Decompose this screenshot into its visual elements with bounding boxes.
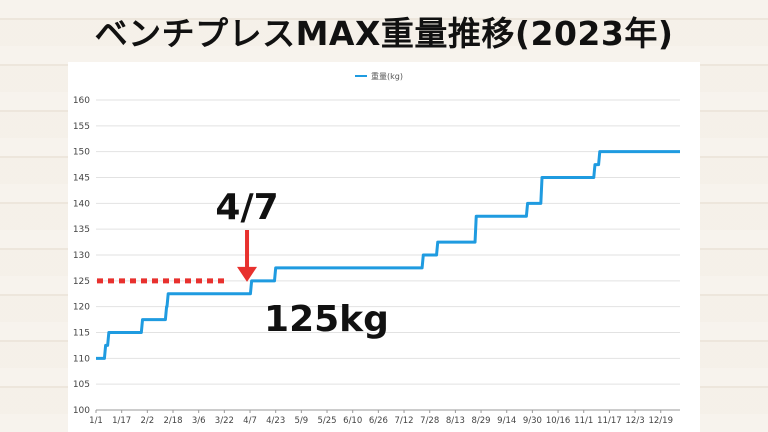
annotation-value-label: 125kg	[264, 299, 389, 340]
x-tick-label: 6/10	[343, 416, 362, 426]
y-tick-label: 110	[73, 354, 90, 364]
y-tick-label: 145	[73, 174, 90, 184]
x-tick-label: 2/2	[140, 416, 154, 426]
y-tick-label: 105	[73, 380, 90, 390]
x-tick-label: 8/13	[446, 416, 465, 426]
line-chart: 100 105 110 115 120 125 130 135 140 145 150 155 160 1…	[73, 71, 681, 426]
legend-label: 重量(kg)	[371, 71, 403, 81]
x-tick-label: 12/3	[626, 416, 645, 426]
x-tick-label: 9/14	[497, 416, 516, 426]
x-tick-label: 10/16	[546, 416, 571, 426]
y-tick-label: 155	[73, 122, 90, 132]
x-tick-label: 7/12	[394, 416, 413, 426]
x-tick-label: 1/1	[89, 416, 103, 426]
x-tick-label: 3/6	[192, 416, 206, 426]
x-tick-label: 5/25	[317, 416, 336, 426]
y-tick-label: 150	[73, 148, 90, 158]
x-tick-label: 6/26	[369, 416, 388, 426]
y-tick-label: 115	[73, 329, 90, 339]
x-tick-label: 5/9	[295, 416, 309, 426]
x-tick-label: 2/18	[163, 416, 182, 426]
y-tick-label: 125	[73, 277, 90, 287]
annotation-date-label: 4/7	[215, 187, 278, 228]
x-tick-label: 4/7	[243, 416, 257, 426]
x-tick-label: 12/19	[648, 416, 673, 426]
chart-panel: 100 105 110 115 120 125 130 135 140 145 150 155 160 1…	[68, 62, 700, 432]
annotation-arrow-head	[237, 266, 258, 282]
x-tick-label: 11/1	[574, 416, 593, 426]
x-tick-label: 4/23	[266, 416, 285, 426]
x-tick-label: 1/17	[112, 416, 131, 426]
y-tick-label: 160	[73, 96, 90, 106]
series-line	[96, 150, 681, 360]
x-tick-label: 9/30	[523, 416, 542, 426]
y-tick-label: 140	[73, 199, 90, 209]
x-tick-label: 3/22	[215, 416, 234, 426]
y-tick-label: 120	[73, 303, 90, 313]
x-tick-label: 8/29	[472, 416, 491, 426]
x-tick-label: 11/17	[597, 416, 622, 426]
x-tick-label: 7/28	[420, 416, 439, 426]
y-tick-label: 100	[73, 406, 90, 416]
y-tick-label: 135	[73, 225, 90, 235]
page-title: ベンチプレスMAX重量推移(2023年)	[94, 14, 674, 53]
y-tick-label: 130	[73, 251, 90, 261]
